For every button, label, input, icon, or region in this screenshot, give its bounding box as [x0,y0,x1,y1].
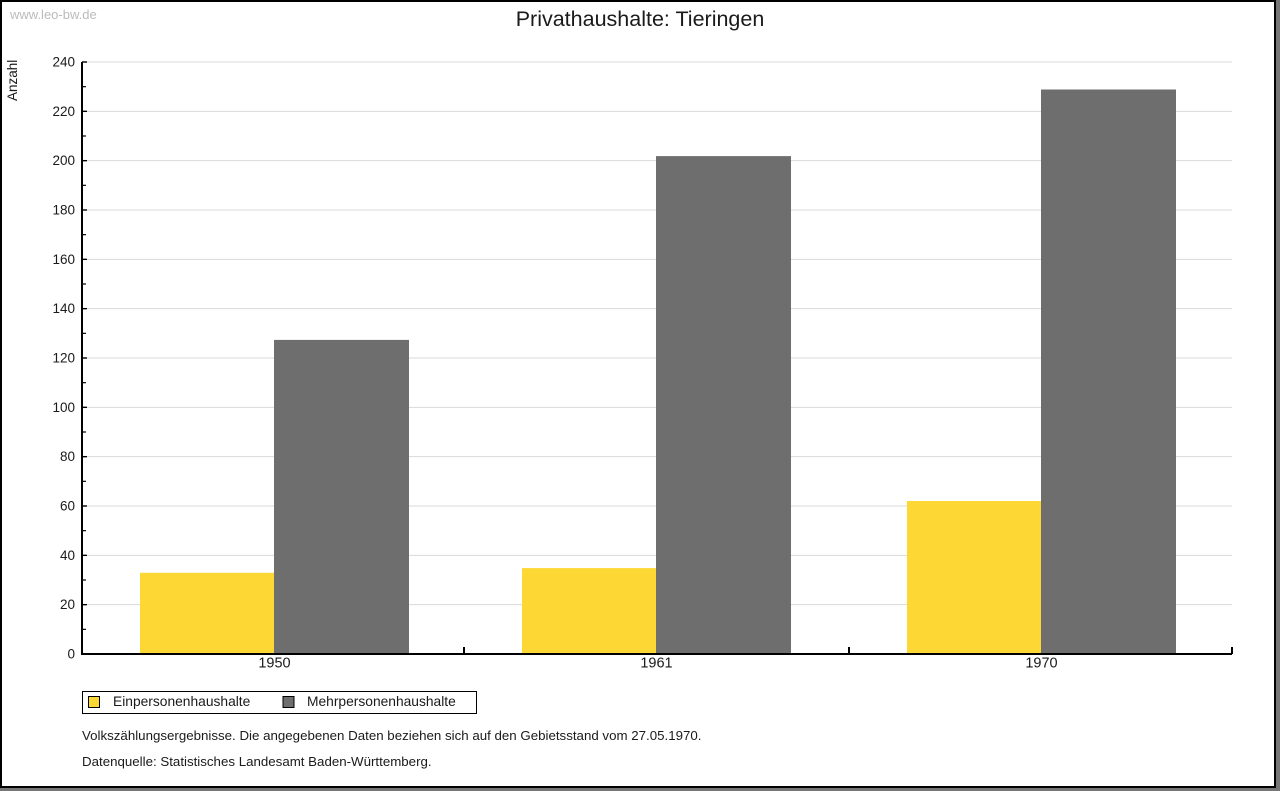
svg-text:Datenquelle: Statistisches Lan: Datenquelle: Statistisches Landesamt Bad… [82,754,432,769]
svg-text:200: 200 [52,153,75,168]
svg-text:Anzahl: Anzahl [5,60,20,101]
svg-text:240: 240 [52,55,75,70]
svg-text:40: 40 [60,548,75,563]
svg-text:1970: 1970 [1025,656,1057,672]
svg-text:20: 20 [60,597,75,612]
svg-text:220: 220 [52,104,75,119]
svg-text:60: 60 [60,499,75,514]
svg-text:1961: 1961 [640,656,672,672]
svg-text:1950: 1950 [258,656,290,672]
svg-text:0: 0 [67,647,75,662]
svg-text:100: 100 [52,400,75,415]
svg-text:Einpersonenhaushalte: Einpersonenhaushalte [113,694,251,709]
svg-text:140: 140 [52,301,75,316]
svg-text:120: 120 [52,351,75,366]
svg-text:Volkszählungsergebnisse. Die a: Volkszählungsergebnisse. Die angegebenen… [82,728,701,743]
svg-text:180: 180 [52,203,75,218]
svg-text:160: 160 [52,252,75,267]
svg-text:80: 80 [60,449,75,464]
svg-text:Mehrpersonenhaushalte: Mehrpersonenhaushalte [307,694,456,709]
